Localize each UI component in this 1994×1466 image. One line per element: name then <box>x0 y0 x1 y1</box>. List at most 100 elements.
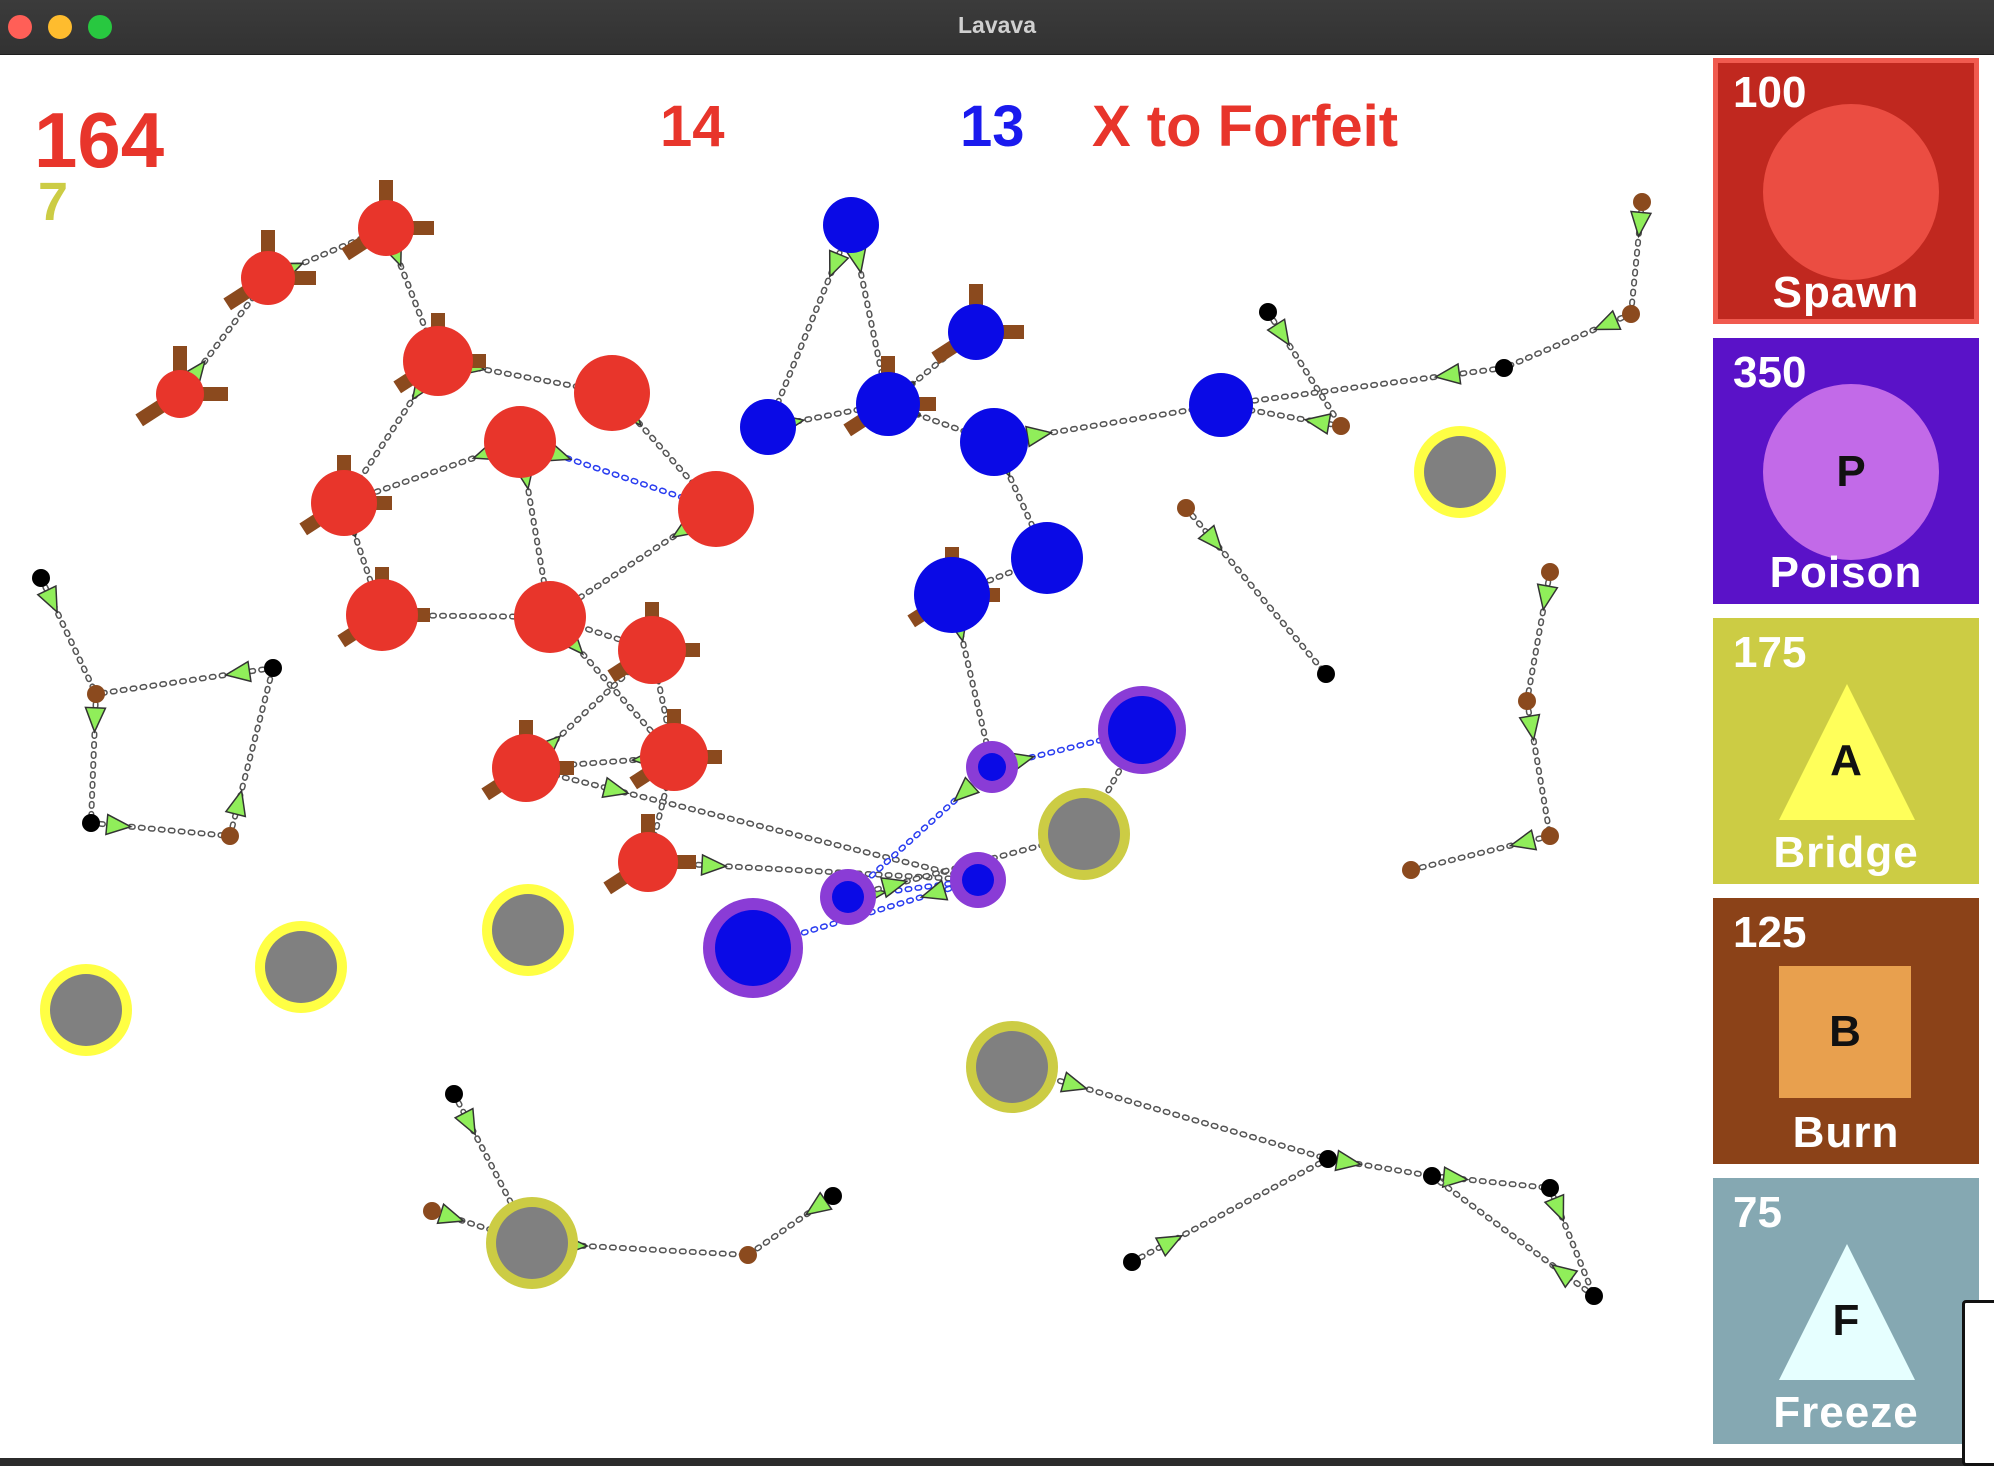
burned-node[interactable] <box>1402 861 1420 879</box>
game-map <box>32 180 1653 1305</box>
minimap-thumbnail <box>1962 1300 1994 1466</box>
flow-arrow-icon[interactable] <box>105 813 133 837</box>
burned-node[interactable] <box>739 1246 757 1264</box>
red-node[interactable] <box>311 470 377 536</box>
burned-node[interactable] <box>1177 499 1195 517</box>
flow-arrow-icon[interactable] <box>1508 828 1538 855</box>
burned-node[interactable] <box>423 1202 441 1220</box>
flow-arrow-icon[interactable] <box>1518 713 1544 742</box>
blue-node[interactable] <box>823 197 879 253</box>
red-node[interactable] <box>514 581 586 653</box>
neutral-node[interactable] <box>1048 798 1120 870</box>
neutral-node[interactable] <box>492 894 564 966</box>
burned-node[interactable] <box>87 685 105 703</box>
blue-node[interactable] <box>856 372 920 436</box>
neutral-node[interactable] <box>50 974 122 1046</box>
blue-node[interactable] <box>960 408 1028 476</box>
flow-arrow-icon[interactable] <box>1154 1227 1187 1258</box>
neutral-node[interactable] <box>1424 436 1496 508</box>
red-node[interactable] <box>403 326 473 396</box>
blue-node[interactable] <box>1108 696 1176 764</box>
blue-node[interactable] <box>1189 373 1253 437</box>
flow-arrow-icon[interactable] <box>224 788 251 818</box>
blue-node[interactable] <box>948 304 1004 360</box>
flow-arrow-icon[interactable] <box>1629 210 1653 239</box>
flow-arrow-icon[interactable] <box>1591 309 1622 339</box>
flow-arrow-icon[interactable] <box>601 776 630 803</box>
blue-node[interactable] <box>914 557 990 633</box>
ability-key-letter: B <box>1829 1007 1861 1056</box>
burned-node[interactable] <box>1332 417 1350 435</box>
flow-arrow-icon[interactable] <box>1266 318 1298 350</box>
flow-arrow-icon[interactable] <box>1543 1193 1573 1225</box>
burned-node[interactable] <box>1633 193 1651 211</box>
empty-node[interactable] <box>1123 1253 1141 1271</box>
empty-node[interactable] <box>824 1187 842 1205</box>
flow-arrow-icon[interactable] <box>1303 410 1332 435</box>
flow-arrow-icon[interactable] <box>436 1202 467 1230</box>
empty-node[interactable] <box>1317 665 1335 683</box>
flow-arrow-icon[interactable] <box>919 879 949 907</box>
minimize-window-button[interactable] <box>48 15 72 39</box>
ability-card-bridge[interactable]: 175 A Bridge <box>1713 618 1979 884</box>
red-node[interactable] <box>484 406 556 478</box>
red-node[interactable] <box>358 200 414 256</box>
empty-node[interactable] <box>1259 303 1277 321</box>
ability-card-spawn[interactable]: 100 Spawn <box>1713 58 1979 324</box>
burned-node[interactable] <box>1518 692 1536 710</box>
red-node[interactable] <box>492 734 560 802</box>
ability-card-burn[interactable]: 125 B Burn <box>1713 898 1979 1164</box>
empty-node[interactable] <box>1495 359 1513 377</box>
blue-node[interactable] <box>740 399 796 455</box>
flow-arrow-icon[interactable] <box>1441 1166 1470 1189</box>
red-node[interactable] <box>574 355 650 431</box>
ability-card-freeze[interactable]: 75 F Freeze <box>1713 1178 1979 1444</box>
flow-arrow-icon[interactable] <box>84 706 107 734</box>
ability-card-poison[interactable]: 350 P Poison <box>1713 338 1979 604</box>
red-node[interactable] <box>156 370 204 418</box>
empty-node[interactable] <box>264 659 282 677</box>
empty-node[interactable] <box>32 569 50 587</box>
flow-arrow-icon[interactable] <box>1533 583 1559 612</box>
empty-node[interactable] <box>1585 1287 1603 1305</box>
flow-arrow-icon[interactable] <box>1025 423 1054 448</box>
blue-node[interactable] <box>1011 522 1083 594</box>
burned-node[interactable] <box>1622 305 1640 323</box>
empty-node[interactable] <box>82 814 100 832</box>
flow-arrow-icon[interactable] <box>700 853 728 877</box>
flow-arrow-icon[interactable] <box>36 584 66 616</box>
maximize-window-button[interactable] <box>88 15 112 39</box>
blue-node[interactable] <box>962 864 994 896</box>
flow-arrow-icon[interactable] <box>1334 1149 1363 1175</box>
flow-arrow-icon[interactable] <box>223 660 252 685</box>
flow-arrow-icon[interactable] <box>880 872 909 899</box>
red-node[interactable] <box>618 616 686 684</box>
blue-node[interactable] <box>715 910 791 986</box>
flow-arrow-icon[interactable] <box>1059 1071 1090 1098</box>
burned-node[interactable] <box>221 827 239 845</box>
red-node[interactable] <box>678 471 754 547</box>
flow-arrow-icon[interactable] <box>1433 362 1462 387</box>
blue-node[interactable] <box>832 881 864 913</box>
empty-node[interactable] <box>1423 1167 1441 1185</box>
neutral-node[interactable] <box>976 1031 1048 1103</box>
empty-node[interactable] <box>445 1085 463 1103</box>
burned-node[interactable] <box>1541 827 1559 845</box>
neutral-node[interactable] <box>496 1207 568 1279</box>
flow-arrow-icon[interactable] <box>948 776 981 809</box>
flow-arrow-icon[interactable] <box>1197 524 1230 557</box>
red-node[interactable] <box>346 579 418 651</box>
empty-node[interactable] <box>1319 1150 1337 1168</box>
blue-node[interactable] <box>978 753 1006 781</box>
red-node[interactable] <box>640 723 708 791</box>
flow-arrow-icon[interactable] <box>453 1107 484 1140</box>
red-node[interactable] <box>618 832 678 892</box>
empty-node[interactable] <box>1541 1179 1559 1197</box>
burned-node[interactable] <box>1541 563 1559 581</box>
flow-arrow-icon[interactable] <box>821 249 850 280</box>
red-node[interactable] <box>241 251 295 305</box>
game-board[interactable]: 164 7 14 13 X to Forfeit <box>0 55 1700 1458</box>
close-window-button[interactable] <box>8 15 32 39</box>
flow-arrow-icon[interactable] <box>1546 1257 1579 1289</box>
neutral-node[interactable] <box>265 931 337 1003</box>
